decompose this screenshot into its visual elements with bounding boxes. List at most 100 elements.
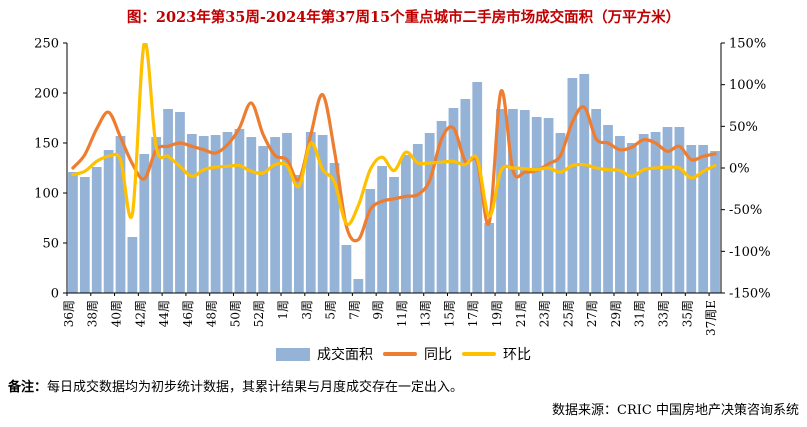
area-swatch-icon [276, 347, 310, 361]
bar [436, 121, 447, 293]
bar [353, 279, 364, 293]
bar [103, 150, 114, 293]
bar [472, 82, 483, 293]
footnote: 备注：每日成交数据均为初步统计数据，其累计结果与月度成交存在一定出入。 [8, 376, 800, 395]
legend-yoy-label: 同比 [424, 347, 452, 363]
bar [270, 137, 280, 293]
x-axis-tick-label: 1周 [276, 300, 290, 320]
x-axis-tick-label: 9周 [371, 300, 385, 320]
x-axis-tick-label: 35周 [680, 300, 694, 327]
bar [246, 137, 257, 293]
bar [508, 109, 518, 293]
bar [175, 112, 185, 293]
bar [401, 155, 411, 293]
left-axis-tick-label: 100 [34, 187, 59, 202]
x-axis-tick-label: 19周 [490, 300, 504, 327]
x-axis-tick-label: 36周 [62, 300, 76, 327]
x-axis-tick-label: 29周 [609, 300, 623, 327]
bar [329, 163, 340, 293]
bar [531, 117, 542, 293]
footnote-prefix: 备注： [8, 380, 48, 395]
bar [234, 129, 245, 293]
bar [127, 237, 138, 293]
bar [638, 134, 649, 293]
bar [258, 146, 269, 293]
legend-item-yoy: 同比 [383, 344, 452, 364]
yoy-line-icon [383, 352, 417, 356]
bar [710, 151, 720, 293]
bar [626, 143, 637, 293]
bar [389, 177, 399, 293]
x-axis-tick-label: 5周 [324, 300, 338, 320]
bar [317, 135, 328, 293]
x-axis-tick-label: 31周 [633, 300, 647, 327]
legend-item-wow: 环比 [462, 344, 531, 364]
bar [603, 125, 613, 293]
left-axis-tick-label: 200 [34, 87, 59, 102]
footnote-text: 每日成交数据均为初步统计数据，其累计结果与月度成交存在一定出入。 [47, 380, 464, 395]
legend-wow-label: 环比 [503, 347, 531, 363]
x-axis-tick-label: 40周 [110, 300, 124, 327]
bar [115, 136, 126, 293]
legend-item-area: 成交面积 [276, 344, 373, 364]
bar [698, 145, 709, 293]
bar [686, 145, 697, 293]
bar [151, 137, 162, 293]
bars-series [68, 74, 720, 293]
right-axis-tick-label: -100% [729, 245, 771, 260]
bar [412, 144, 423, 293]
bar [448, 108, 459, 293]
x-axis-tick-label: 52周 [252, 300, 266, 327]
chart-title: 图：2023年第35周-2024年第37周15个重点城市二手房市场成交面积（万平… [126, 9, 681, 26]
bar [567, 78, 578, 293]
right-axis-tick-label: 50% [729, 120, 758, 135]
bar [139, 154, 150, 293]
x-axis-tick-label: 44周 [157, 300, 171, 327]
bar [365, 189, 376, 293]
x-axis-tick-label: 15周 [442, 300, 456, 327]
chart-legend: 成交面积 同比 环比 [0, 344, 807, 364]
bar [496, 109, 506, 293]
bar [543, 118, 554, 293]
right-axis-tick-label: 100% [729, 78, 766, 93]
x-axis-tick-label: 33周 [656, 300, 670, 327]
x-axis-tick-label: 42周 [133, 300, 147, 327]
bar [163, 109, 173, 293]
axes [63, 42, 725, 296]
source-credit: 数据来源：CRIC 中国房地产决策咨询系统 [552, 403, 799, 418]
x-axis-tick-label: 25周 [561, 300, 575, 327]
bar [305, 132, 316, 293]
bar [79, 177, 90, 293]
wow-line [71, 43, 717, 227]
right-axis-tick-label: -150% [729, 287, 771, 302]
bar [484, 223, 494, 293]
bar [519, 110, 530, 293]
bar [555, 133, 566, 293]
bar [186, 134, 197, 293]
bar [591, 109, 602, 293]
x-axis-tick-label: 7周 [347, 300, 361, 320]
bar [294, 175, 304, 293]
left-axis-tick-label: 0 [51, 287, 59, 302]
left-axis-tick-label: 150 [34, 137, 59, 152]
bar [650, 132, 661, 293]
x-axis-tick-label: 3周 [300, 300, 314, 320]
bar [91, 167, 102, 293]
x-axis-tick-label: 27周 [585, 300, 599, 327]
left-axis-tick-label: 50 [42, 237, 59, 252]
bar [222, 132, 233, 293]
x-axis-tick-label: 48周 [205, 300, 219, 327]
x-axis-tick-label: 46周 [181, 300, 195, 327]
x-axis-tick-label: 37周E [704, 300, 718, 336]
legend-area-label: 成交面积 [317, 347, 373, 363]
bar [68, 172, 78, 293]
yoy-line [71, 89, 717, 243]
bar [282, 133, 292, 293]
bar [460, 99, 471, 293]
x-axis-tick-label: 50周 [228, 300, 242, 327]
bar [662, 127, 673, 293]
bar [377, 166, 387, 293]
right-axis-tick-label: 150% [729, 37, 766, 52]
chart-plot-svg: 0 50 100 150 200 250 -150% -100% -50% 0% 50% 100% 15… [34, 37, 771, 337]
left-axis-tick-label: 250 [34, 37, 59, 52]
